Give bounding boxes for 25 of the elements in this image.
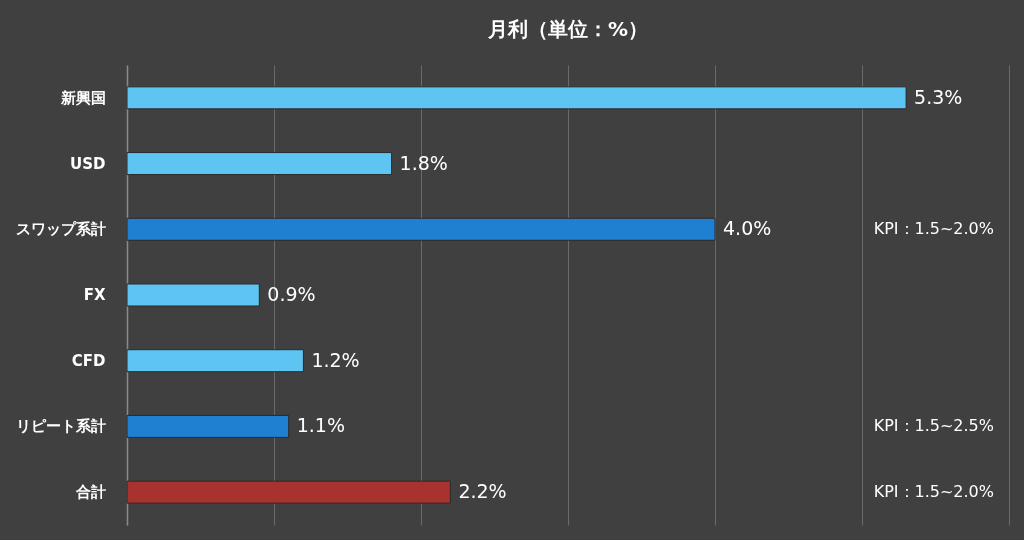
- data-label: 1.1%: [296, 414, 345, 437]
- bar: [126, 480, 451, 504]
- chart-title: 月利（単位：%）: [486, 17, 649, 41]
- annotation: KPI：1.5~2.0%: [873, 219, 994, 239]
- y-tick-label: USD: [70, 154, 106, 173]
- y-tick-label: スワップ系計: [15, 220, 106, 239]
- data-label: 1.2%: [311, 348, 360, 371]
- y-tick-label: 合計: [74, 483, 106, 502]
- bar: [126, 349, 304, 373]
- data-label: 4.0%: [723, 217, 772, 240]
- bar: [126, 86, 907, 110]
- y-tick-label: 新興国: [59, 88, 106, 107]
- bar: [126, 217, 716, 241]
- annotation: KPI：1.5~2.5%: [873, 416, 994, 436]
- bar: [126, 283, 260, 307]
- annotation: KPI：1.5~2.0%: [873, 482, 994, 502]
- bar: [126, 152, 393, 176]
- y-tick-label: CFD: [71, 351, 106, 370]
- bar: [126, 414, 290, 438]
- data-label: 5.3%: [914, 85, 963, 108]
- data-label: 2.2%: [458, 480, 507, 503]
- y-tick-label: リピート系計: [15, 417, 106, 436]
- y-tick-label: FX: [83, 286, 106, 304]
- data-label: 1.8%: [399, 151, 448, 174]
- data-label: 0.9%: [267, 283, 316, 305]
